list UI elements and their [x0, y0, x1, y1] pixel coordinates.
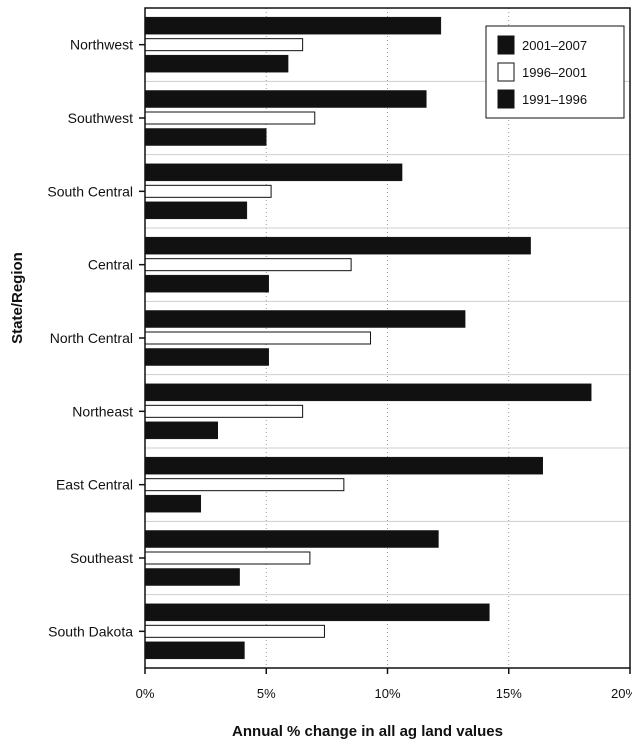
bar-2-south-central	[144, 184, 272, 198]
bar-3-southeast	[144, 568, 240, 586]
x-tick-label: 0%	[136, 686, 155, 701]
grid-lines	[145, 8, 630, 668]
category-label: Northwest	[70, 37, 133, 53]
bar-1-northeast	[144, 383, 592, 402]
bar-1-south-central	[144, 163, 403, 182]
bar-1-south-dakota	[144, 603, 490, 622]
bar-3-northeast	[144, 421, 218, 440]
bar-3-south-central	[144, 201, 248, 220]
category-label: South Dakota	[48, 623, 133, 639]
bar-2-southeast	[144, 551, 311, 565]
category-label: South Central	[47, 183, 133, 199]
bar-1-north-central	[144, 310, 466, 328]
category-label: Northeast	[72, 403, 133, 419]
y-axis-title: State/Region	[9, 252, 26, 344]
bar-2-south-dakota	[144, 624, 325, 638]
bar-3-northwest	[144, 54, 289, 73]
legend-swatch	[497, 35, 515, 55]
bar-2-southwest	[144, 111, 316, 125]
x-axis-title: Annual % change in all ag land values	[232, 723, 503, 740]
bar-1-east-central	[144, 456, 543, 475]
bar-2-east-central	[144, 478, 345, 492]
bar-3-southwest	[144, 128, 267, 146]
bar-1-central	[144, 236, 531, 255]
x-tick-label: 10%	[374, 686, 400, 701]
bar-2-northeast	[144, 404, 304, 418]
legend-swatch	[497, 62, 515, 82]
category-label: Central	[88, 257, 133, 273]
category-label: Southeast	[70, 550, 133, 566]
bar-2-north-central	[144, 331, 372, 345]
x-tick-label: 5%	[257, 686, 276, 701]
x-tick-label: 15%	[496, 686, 522, 701]
legend-label: 1991–1996	[522, 92, 587, 107]
legend-label: 2001–2007	[522, 38, 587, 53]
category-label: Southwest	[68, 110, 133, 126]
legend: 2001–2007 1996–2001 1991–1996	[485, 25, 625, 119]
x-tick-label: 20%	[611, 686, 632, 701]
bar-3-central	[144, 274, 269, 293]
bar-3-east-central	[144, 494, 202, 513]
bar-3-north-central	[144, 348, 269, 366]
bars	[144, 16, 592, 660]
x-axis-ticks: 0% 5% 10% 15% 20%	[136, 668, 632, 701]
bar-2-central	[144, 258, 352, 272]
bar-2-northwest	[144, 38, 304, 52]
category-label: North Central	[50, 330, 133, 346]
bar-1-northwest	[144, 16, 442, 35]
y-axis-categories: Northwest Southwest South Central Central No…	[47, 37, 145, 639]
legend-label: 1996–2001	[522, 65, 587, 80]
bar-1-southwest	[144, 90, 427, 108]
bar-1-southeast	[144, 530, 439, 548]
category-label: East Central	[56, 477, 133, 493]
bar-3-south-dakota	[144, 641, 245, 660]
legend-swatch	[497, 89, 515, 109]
